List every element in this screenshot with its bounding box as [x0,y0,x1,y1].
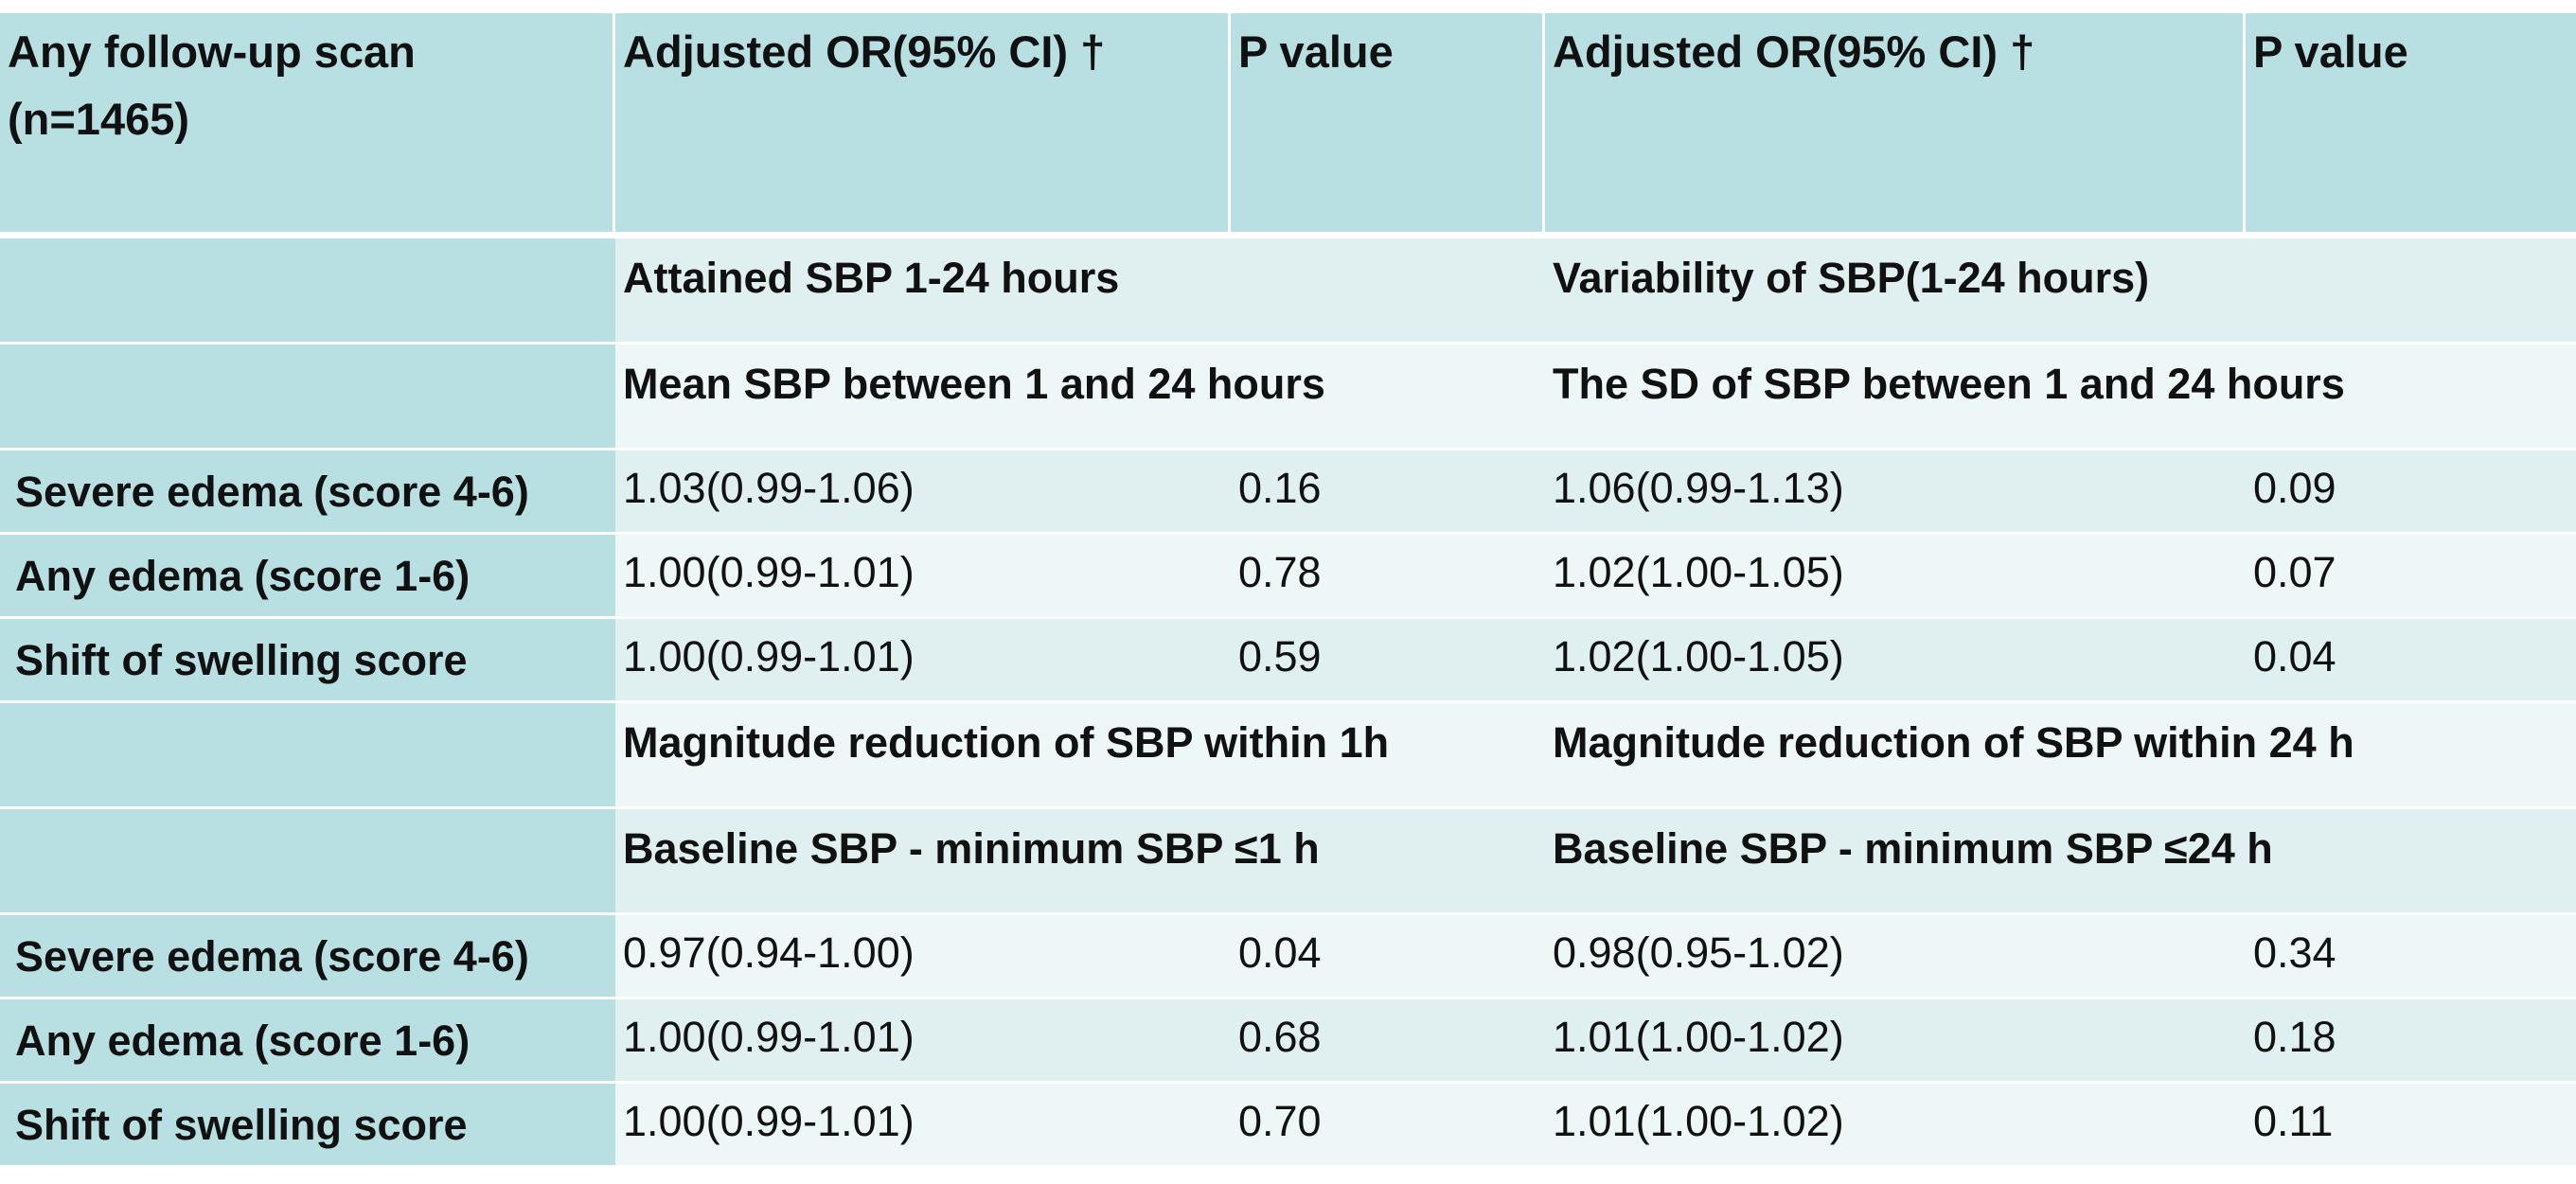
row-label: Severe edema (score 4-6) [0,451,615,535]
definition-left: Baseline SBP - minimum SBP ≤1 h [615,809,1545,915]
row-label: Severe edema (score 4-6) [0,915,615,999]
definition-right: The SD of SBP between 1 and 24 hours [1545,345,2576,451]
p-right-cell: 0.07 [2246,535,2576,619]
or-right-cell: 1.02(1.00-1.05) [1545,535,2246,619]
p-left-cell: 0.59 [1231,619,1545,703]
measure-left: Attained SBP 1-24 hours [615,239,1545,345]
row-label-blank [0,809,615,915]
row-label: Any edema (score 1-6) [0,999,615,1084]
p-right-cell: 0.04 [2246,619,2576,703]
header-row: Any follow-up scan (n=1465) Adjusted OR(… [0,13,2576,239]
definition-left: Mean SBP between 1 and 24 hours [615,345,1545,451]
measure-right: Variability of SBP(1-24 hours) [1545,239,2576,345]
or-right-cell: 1.01(1.00-1.02) [1545,999,2246,1084]
or-left-cell: 1.00(0.99-1.01) [615,999,1231,1084]
row-label: Shift of swelling score [0,619,615,703]
p-left-cell: 0.78 [1231,535,1545,619]
results-table: Any follow-up scan (n=1465) Adjusted OR(… [0,13,2576,1168]
p-right-cell: 0.18 [2246,999,2576,1084]
p-left-cell: 0.04 [1231,915,1545,999]
or-right-cell: 1.01(1.00-1.02) [1545,1084,2246,1168]
header-p-right: P value [2246,13,2576,239]
table-row: Any edema (score 1-6) 1.00(0.99-1.01) 0.… [0,999,2576,1084]
or-left-cell: 1.00(0.99-1.01) [615,619,1231,703]
measure-left: Magnitude reduction of SBP within 1h [615,703,1545,809]
or-right-cell: 1.02(1.00-1.05) [1545,619,2246,703]
p-left-cell: 0.70 [1231,1084,1545,1168]
or-left-cell: 0.97(0.94-1.00) [615,915,1231,999]
measure-row: Attained SBP 1-24 hours Variability of S… [0,239,2576,345]
table-row: Severe edema (score 4-6) 1.03(0.99-1.06)… [0,451,2576,535]
measure-row: Magnitude reduction of SBP within 1h Mag… [0,703,2576,809]
row-label-blank [0,239,615,345]
p-right-cell: 0.09 [2246,451,2576,535]
or-left-cell: 1.03(0.99-1.06) [615,451,1231,535]
definition-row: Mean SBP between 1 and 24 hours The SD o… [0,345,2576,451]
row-label: Any edema (score 1-6) [0,535,615,619]
definition-right: Baseline SBP - minimum SBP ≤24 h [1545,809,2576,915]
table-row: Severe edema (score 4-6) 0.97(0.94-1.00)… [0,915,2576,999]
row-label-blank [0,345,615,451]
table-row: Any edema (score 1-6) 1.00(0.99-1.01) 0.… [0,535,2576,619]
or-right-cell: 1.06(0.99-1.13) [1545,451,2246,535]
row-label: Shift of swelling score [0,1084,615,1168]
or-left-cell: 1.00(0.99-1.01) [615,1084,1231,1168]
or-right-cell: 0.98(0.95-1.02) [1545,915,2246,999]
table-row: Shift of swelling score 1.00(0.99-1.01) … [0,1084,2576,1168]
or-left-cell: 1.00(0.99-1.01) [615,535,1231,619]
row-label-blank [0,703,615,809]
header-scan-label: Any follow-up scan (n=1465) [0,13,615,239]
header-p-left: P value [1231,13,1545,239]
p-right-cell: 0.34 [2246,915,2576,999]
definition-row: Baseline SBP - minimum SBP ≤1 h Baseline… [0,809,2576,915]
header-or-left: Adjusted OR(95% CI) † [615,13,1231,239]
measure-right: Magnitude reduction of SBP within 24 h [1545,703,2576,809]
header-or-right: Adjusted OR(95% CI) † [1545,13,2246,239]
table-row: Shift of swelling score 1.00(0.99-1.01) … [0,619,2576,703]
p-right-cell: 0.11 [2246,1084,2576,1168]
p-left-cell: 0.16 [1231,451,1545,535]
p-left-cell: 0.68 [1231,999,1545,1084]
